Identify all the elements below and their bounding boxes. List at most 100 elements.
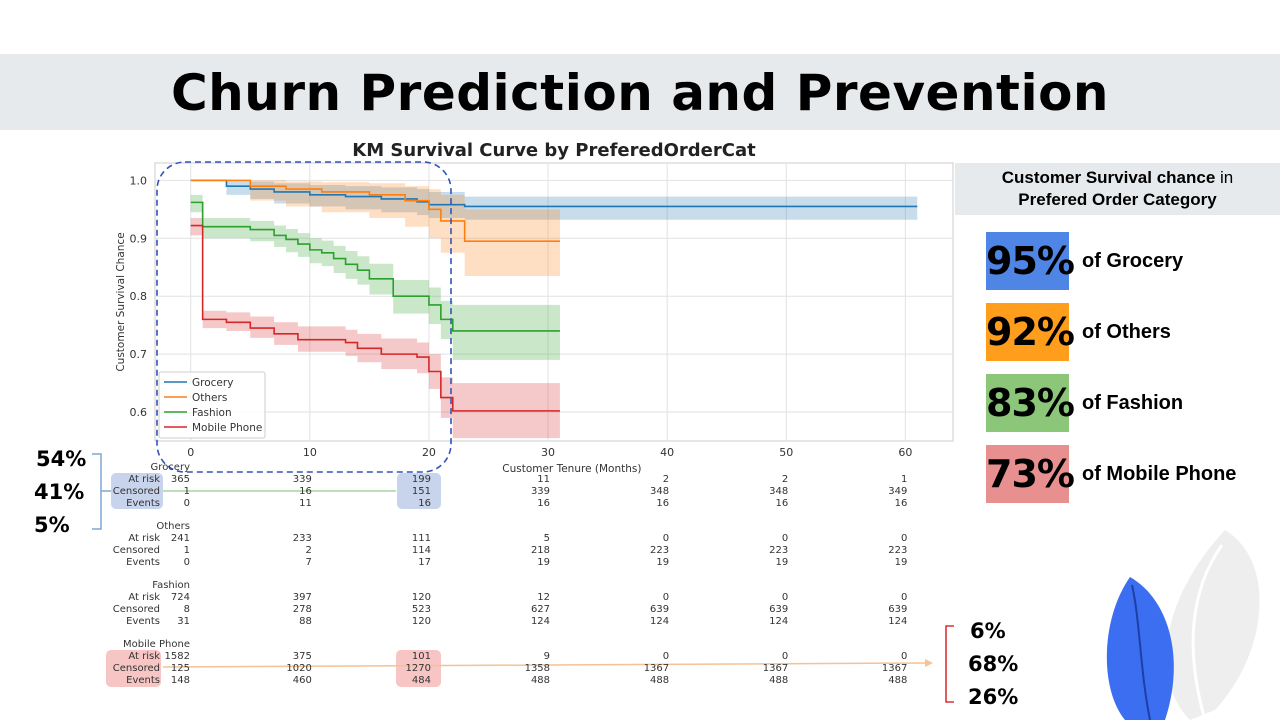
risk-row-label: At risk xyxy=(128,533,160,544)
risk-cell: 0 xyxy=(184,498,190,509)
risk-cell: 12 xyxy=(537,592,550,603)
risk-cell: 223 xyxy=(650,545,669,556)
x-tick-label: 50 xyxy=(779,446,793,459)
risk-cell: 1 xyxy=(184,486,190,497)
risk-cell: 111 xyxy=(412,533,431,544)
risk-cell: 11 xyxy=(537,474,550,485)
risk-cell: 1582 xyxy=(165,651,190,662)
risk-cell: 124 xyxy=(650,616,669,627)
risk-row-label: Censored xyxy=(113,663,160,674)
x-tick-label: 10 xyxy=(303,446,317,459)
y-tick-label: 0.7 xyxy=(130,348,148,361)
risk-cell: 16 xyxy=(776,498,789,509)
stat-label: of Mobile Phone xyxy=(1082,463,1237,485)
y-axis-label: Customer Survival Chance xyxy=(115,232,127,371)
survival-line-others xyxy=(190,179,560,242)
risk-row-label: At risk xyxy=(128,651,160,662)
risk-cell: 0 xyxy=(901,533,907,544)
risk-cell: 339 xyxy=(293,474,312,485)
risk-cell: 348 xyxy=(769,486,788,497)
risk-cell: 1 xyxy=(901,474,907,485)
legend-entry: Others xyxy=(192,392,227,404)
risk-cell: 9 xyxy=(544,651,550,662)
risk-cell: 124 xyxy=(531,616,550,627)
risk-cell: 0 xyxy=(901,651,907,662)
risk-cell: 2 xyxy=(782,474,788,485)
risk-cell: 348 xyxy=(650,486,669,497)
risk-cell: 488 xyxy=(888,675,907,686)
risk-row-label: Events xyxy=(126,557,160,568)
risk-cell: 488 xyxy=(531,675,550,686)
risk-cell: 16 xyxy=(895,498,908,509)
risk-cell: 2 xyxy=(663,474,669,485)
risk-cell: 0 xyxy=(901,592,907,603)
survival-line-mobile-phone xyxy=(190,224,560,412)
stat-value: 95% xyxy=(986,232,1075,290)
risk-cell: 1367 xyxy=(882,663,907,674)
right-percent: 6% xyxy=(970,619,1006,643)
risk-cell: 120 xyxy=(412,616,431,627)
leaf-blue-vein xyxy=(1131,584,1151,720)
risk-row-label: At risk xyxy=(128,592,160,603)
risk-cell: 148 xyxy=(171,675,190,686)
risk-cell: 1020 xyxy=(286,663,311,674)
x-tick-label: 20 xyxy=(422,446,436,459)
risk-cell: 523 xyxy=(412,604,431,615)
risk-cell: 0 xyxy=(782,592,788,603)
risk-cell: 1367 xyxy=(644,663,669,674)
risk-cell: 199 xyxy=(412,474,431,485)
plot-area xyxy=(154,162,954,442)
confidence-band-grocery xyxy=(190,180,918,220)
risk-row-label: Censored xyxy=(113,545,160,556)
risk-cell: 375 xyxy=(293,651,312,662)
trend-arrow xyxy=(162,662,926,668)
risk-row-label: Events xyxy=(126,498,160,509)
panel-heading-line2: Prefered Order Category xyxy=(1018,190,1217,209)
legend xyxy=(158,371,266,439)
risk-cell: 1358 xyxy=(525,663,550,674)
x-tick-label: 60 xyxy=(898,446,912,459)
risk-highlight xyxy=(396,650,441,687)
risk-row-label: Censored xyxy=(113,486,160,497)
survival-line-fashion xyxy=(190,201,560,332)
stat-value: 83% xyxy=(986,374,1075,432)
risk-cell: 151 xyxy=(412,486,431,497)
risk-row-label: Censored xyxy=(113,604,160,615)
risk-cell: 484 xyxy=(412,675,431,686)
risk-cell: 8 xyxy=(184,604,190,615)
risk-cell: 17 xyxy=(418,557,431,568)
risk-highlight xyxy=(106,650,161,687)
x-tick-label: 0 xyxy=(187,446,194,459)
risk-cell: 2 xyxy=(305,545,311,556)
left-percent: 5% xyxy=(34,513,70,537)
risk-cell: 114 xyxy=(412,545,431,556)
risk-cell: 11 xyxy=(299,498,312,509)
x-tick-label: 40 xyxy=(660,446,674,459)
y-tick-label: 1.0 xyxy=(130,174,148,187)
risk-cell: 125 xyxy=(171,663,190,674)
risk-cell: 233 xyxy=(293,533,312,544)
stat-label: of Grocery xyxy=(1082,250,1184,272)
right-bracket xyxy=(945,625,954,703)
risk-group-title: Others xyxy=(156,521,190,532)
risk-cell: 1270 xyxy=(405,663,430,674)
risk-cell: 16 xyxy=(537,498,550,509)
risk-cell: 16 xyxy=(418,498,431,509)
leaf-grey-vein xyxy=(1191,544,1224,720)
risk-cell: 339 xyxy=(531,486,550,497)
risk-group-title: Grocery xyxy=(151,462,191,473)
risk-cell: 460 xyxy=(293,675,312,686)
title-band xyxy=(0,54,1280,130)
confidence-band-others xyxy=(190,180,560,276)
risk-group-title: Mobile Phone xyxy=(123,639,190,650)
risk-cell: 0 xyxy=(663,651,669,662)
risk-highlight xyxy=(397,473,441,509)
risk-cell: 1 xyxy=(184,545,190,556)
left-percent: 41% xyxy=(34,480,85,504)
risk-cell: 19 xyxy=(776,557,789,568)
y-tick-label: 0.8 xyxy=(130,290,148,303)
y-tick-label: 0.6 xyxy=(130,406,148,419)
risk-cell: 639 xyxy=(769,604,788,615)
risk-cell: 365 xyxy=(171,474,190,485)
